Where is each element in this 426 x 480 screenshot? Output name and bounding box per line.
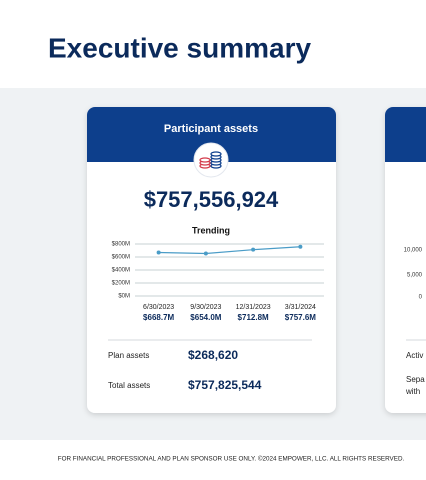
trend-chart: $0M $200M $400M $600M $800M 6/30/2023 $668.7M 9… [112,242,324,322]
y-tick-label: $200M [112,281,130,287]
row-value: $268,620 [188,348,238,362]
axis-label: 0 [419,295,423,301]
point [156,250,161,255]
y-tick-label: $0M [118,294,130,300]
card-title: Participant assets [164,123,258,135]
trend-line [158,246,301,255]
x-tick-label: 9/30/2023 [190,304,221,311]
total-value: $757,556,924 [144,187,279,212]
footer: FOR FINANCIAL PROFESSIONAL AND PLAN SPON… [58,455,405,463]
card-header [385,107,426,162]
chart-title: Trending [192,225,230,235]
row-label: with [405,387,420,396]
value-label: $668.7M [143,313,174,322]
partial-card: 10,000 5,000 0 Activ Sepa with [385,107,426,413]
row-label: Sepa [406,375,425,384]
coins [199,151,222,169]
asset-card: Participant assets $757,556,924 Trending… [87,107,336,413]
axis-label: 10,000 [404,248,423,254]
card-body [385,107,426,413]
x-tick-label: 6/30/2023 [143,304,174,311]
y-tick-label: $600M [112,255,130,261]
value-label: $712.8M [238,313,269,322]
y-tick-label: $800M [112,242,130,248]
x-tick-label: 3/31/2024 [285,304,316,311]
value-label: $757.6M [285,313,316,322]
page-title: Executive summary [48,32,311,63]
row-label: Activ [406,351,423,360]
row-label: Total assets [108,381,150,390]
row-label: Plan assets [108,351,149,360]
point [251,247,256,252]
card-body [87,107,336,413]
point [298,244,303,249]
card-header [87,107,336,162]
y-tick-label: $400M [112,268,130,274]
point [203,251,208,256]
x-tick-label: 12/31/2023 [236,304,271,311]
row-value: $757,825,544 [188,378,262,392]
value-label: $654.0M [190,313,221,322]
axis-label: 5,000 [407,273,423,279]
